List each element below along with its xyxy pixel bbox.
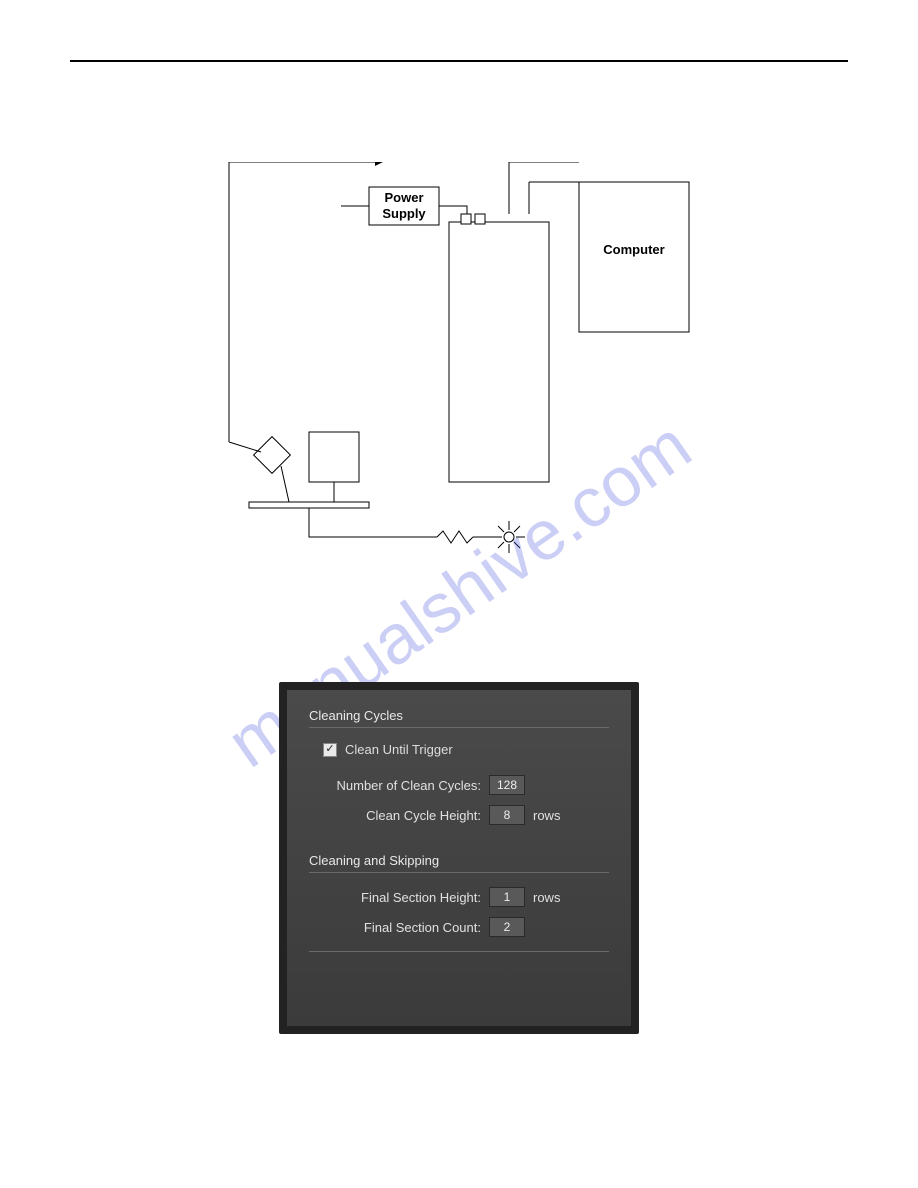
row-clean-cycle-height: Clean Cycle Height: 8 rows [309, 805, 609, 825]
label-power-supply: PowerSupply [369, 190, 439, 221]
input-final-section-height[interactable]: 1 [489, 887, 525, 907]
section-title-skipping: Cleaning and Skipping [309, 853, 609, 868]
row-num-clean-cycles: Number of Clean Cycles: 128 [309, 775, 609, 795]
section-title-cycles: Cleaning Cycles [309, 708, 609, 723]
row-clean-until-trigger: ✓ Clean Until Trigger [309, 742, 609, 757]
edge-resistor [437, 531, 473, 543]
label-clean-cycle-height: Clean Cycle Height: [309, 808, 489, 823]
label-final-section-height: Final Section Height: [309, 890, 489, 905]
page-rule [70, 60, 848, 62]
system-diagram: PowerSupply Computer [209, 162, 709, 582]
label-clean-until-trigger: Clean Until Trigger [345, 742, 453, 757]
node-sensor-box [309, 432, 359, 482]
node-platform [249, 502, 369, 508]
unit-final-section-height: rows [533, 890, 560, 905]
checkbox-clean-until-trigger[interactable]: ✓ [323, 743, 337, 757]
unit-clean-cycle-height: rows [533, 808, 560, 823]
node-port1 [461, 214, 471, 224]
label-computer: Computer [579, 242, 689, 258]
label-final-section-count: Final Section Count: [309, 920, 489, 935]
node-main [449, 222, 549, 482]
arrow-top [375, 162, 383, 166]
section-divider-1 [309, 727, 609, 728]
node-diamond [254, 437, 291, 474]
diagram-svg [209, 162, 709, 582]
edge-into-diamond [229, 442, 261, 452]
edge-power-main [439, 206, 467, 214]
cleaning-panel: Cleaning Cycles ✓ Clean Until Trigger Nu… [279, 682, 639, 1034]
node-port2 [475, 214, 485, 224]
input-final-section-count[interactable]: 2 [489, 917, 525, 937]
label-num-clean-cycles: Number of Clean Cycles: [309, 778, 489, 793]
input-num-clean-cycles[interactable]: 128 [489, 775, 525, 795]
input-clean-cycle-height[interactable]: 8 [489, 805, 525, 825]
page: PowerSupply Computer Cleaning Cycles ✓ C… [70, 60, 848, 1034]
edge-diamond-down [281, 466, 289, 502]
row-final-section-height: Final Section Height: 1 rows [309, 887, 609, 907]
edge-platform-out [309, 508, 437, 537]
section-divider-2 [309, 872, 609, 873]
row-final-section-count: Final Section Count: 2 [309, 917, 609, 937]
section-divider-3 [309, 951, 609, 952]
spark-icon [493, 521, 525, 553]
